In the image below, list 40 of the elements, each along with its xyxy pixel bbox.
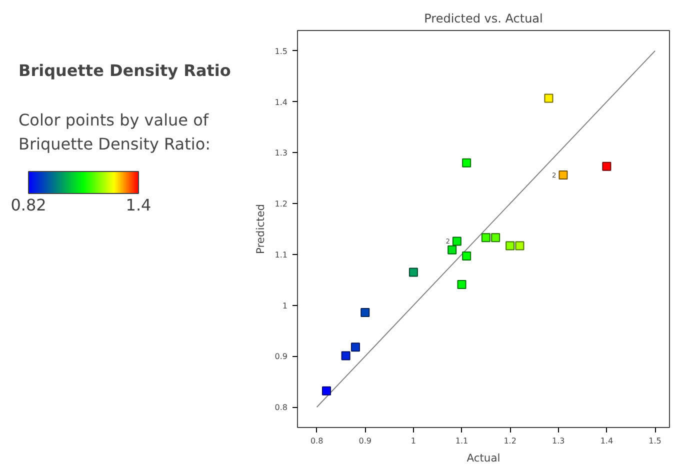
y-tick-label: 1.2 (274, 200, 288, 209)
point (408, 268, 418, 277)
color-bar-label: 0.82 (10, 196, 46, 214)
x-tick-label: 1.4 (600, 436, 614, 446)
color-bar-title: Color points by value of Briquette Density Ratio: (18, 110, 210, 154)
text: Briquette Density Ratio (18, 61, 231, 80)
point (360, 308, 370, 317)
point (462, 251, 472, 260)
point (544, 94, 554, 103)
x-tick-label: 0.8 (310, 436, 324, 446)
point (452, 236, 462, 246)
y-tick-label: 0.8 (274, 403, 288, 412)
x-axis-title: Actual (466, 452, 500, 464)
point (481, 233, 490, 242)
point (448, 245, 457, 254)
x-tick-label: 0.9 (358, 436, 372, 446)
point (515, 241, 524, 250)
point (602, 162, 612, 171)
x-tick-label: 1.3 (552, 436, 565, 446)
point (457, 280, 466, 289)
color-bar-label: 1.4 (126, 196, 152, 214)
point (350, 342, 360, 352)
x-tick-label: 1.1 (455, 436, 468, 446)
point (322, 386, 331, 396)
chart-title: Predicted vs. Actual (424, 12, 543, 26)
y-tick-label: 1.3 (274, 148, 288, 158)
x-tick-label: 1.2 (504, 436, 516, 446)
y-tick-label: 1.1 (274, 250, 288, 260)
x-tick-label: 1.5 (648, 436, 662, 446)
y-tick-label: 1 (282, 301, 288, 310)
point (558, 170, 568, 180)
point (491, 233, 500, 242)
point (506, 241, 515, 250)
y-axis-title: Predicted (254, 204, 267, 254)
y-tick-label: 0.9 (274, 352, 288, 362)
point (462, 158, 472, 168)
y-tick-label: 1.4 (274, 98, 288, 107)
x-tick-label: 1 (410, 436, 416, 446)
y-tick-label: 1.5 (274, 46, 288, 56)
point (341, 351, 350, 360)
